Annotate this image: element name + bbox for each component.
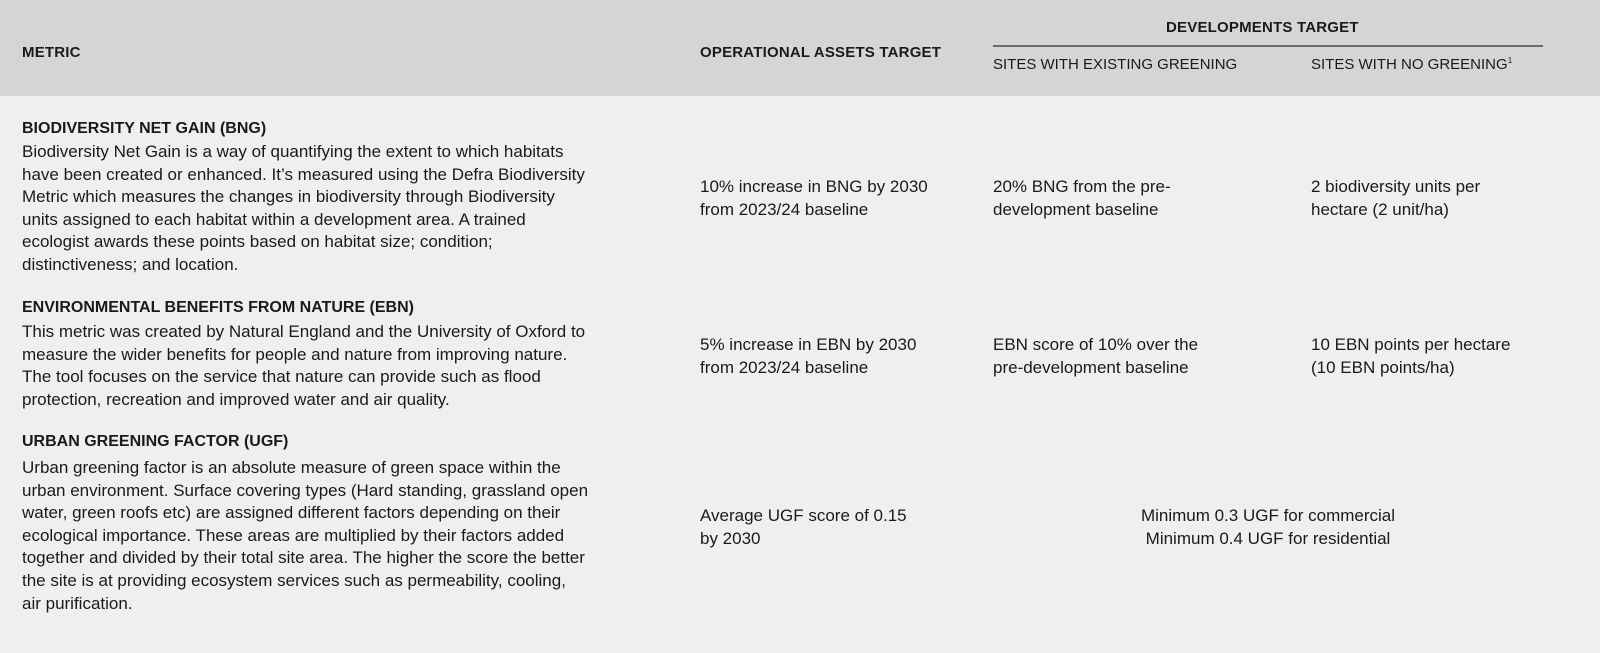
no-greening-target-bng: 2 biodiversity units per hectare (2 unit… (1311, 176, 1480, 221)
metric-title-ebn: ENVIRONMENTAL BENEFITS FROM NATURE (EBN) (22, 299, 414, 316)
description-line: Urban greening factor is an absolute mea… (22, 458, 561, 477)
value-line: 20% BNG from the pre- (993, 177, 1171, 196)
description-line: have been created or enhanced. It’s meas… (22, 164, 585, 184)
existing-greening-target-ebn: EBN score of 10% over the pre-developmen… (993, 334, 1198, 379)
value-line: 5% increase in EBN by 2030 (700, 335, 917, 354)
value-line: Minimum 0.4 UGF for residential (1145, 528, 1391, 548)
value-line: from 2023/24 baseline (700, 357, 869, 377)
value-line: Minimum 0.3 UGF for commercial (1140, 506, 1396, 525)
metric-title-bng: BIODIVERSITY NET GAIN (BNG) (22, 120, 267, 137)
description-line: together and divided by their total site… (22, 548, 585, 568)
description-line: urban environment. Surface covering type… (22, 480, 589, 500)
no-greening-label: SITES WITH NO GREENING (1311, 56, 1508, 73)
description-line: the site is at providing ecosystem servi… (22, 570, 566, 590)
column-header-metric: METRIC (22, 44, 81, 61)
description-line: distinctiveness; and location. (22, 254, 239, 274)
description-line: ecologist awards these points based on h… (22, 232, 493, 252)
table-header (0, 0, 1600, 96)
value-line: from 2023/24 baseline (700, 199, 869, 219)
metric-title-ugf: URBAN GREENING FACTOR (UGF) (22, 433, 289, 450)
description-line: air purification. (22, 593, 133, 613)
value-line: by 2030 (700, 528, 761, 548)
value-line: 2 biodiversity units per (1311, 177, 1481, 196)
description-line: protection, recreation and improved wate… (22, 389, 450, 409)
description-line: measure the wider benefits for people an… (22, 344, 568, 364)
value-line: (10 EBN points/ha) (1311, 357, 1455, 377)
footnote-marker: 1 (1507, 56, 1513, 65)
value-line: Average UGF score of 0.15 (700, 506, 907, 525)
existing-greening-target-bng: 20% BNG from the pre- development baseli… (993, 176, 1171, 221)
value-line: EBN score of 10% over the (993, 335, 1199, 354)
column-header-developments: DEVELOPMENTS TARGET (1166, 19, 1359, 36)
column-header-operational: OPERATIONAL ASSETS TARGET (700, 44, 942, 61)
operational-target-ebn: 5% increase in EBN by 2030 from 2023/24 … (700, 334, 916, 379)
description-line: The tool focuses on the service that nat… (22, 367, 541, 387)
column-header-no-greening: SITES WITH NO GREENING1 (1311, 56, 1512, 73)
description-line: Biodiversity Net Gain is a way of quanti… (22, 142, 564, 161)
operational-target-ugf: Average UGF score of 0.15 by 2030 (700, 505, 907, 550)
no-greening-target-ebn: 10 EBN points per hectare (10 EBN points… (1311, 334, 1510, 379)
description-line: units assigned to each habitat within a … (22, 209, 526, 229)
value-line: 10 EBN points per hectare (1311, 335, 1511, 354)
value-line: development baseline (993, 199, 1159, 219)
metric-description-bng: Biodiversity Net Gain is a way of quanti… (22, 141, 585, 277)
description-line: water, green roofs etc) are assigned dif… (22, 503, 561, 523)
operational-target-bng: 10% increase in BNG by 2030 from 2023/24… (700, 176, 928, 221)
value-line: hectare (2 unit/ha) (1311, 199, 1449, 219)
metric-description-ugf: Urban greening factor is an absolute mea… (22, 457, 588, 615)
description-line: ecological importance. These areas are m… (22, 525, 565, 545)
header-divider (993, 45, 1543, 47)
developments-target-ugf: Minimum 0.3 UGF for commercial Minimum 0… (993, 505, 1543, 550)
description-line: This metric was created by Natural Engla… (22, 322, 586, 341)
column-header-existing-greening: SITES WITH EXISTING GREENING (993, 56, 1238, 73)
description-line: Metric which measures the changes in bio… (22, 187, 555, 207)
value-line: pre-development baseline (993, 357, 1189, 377)
value-line: 10% increase in BNG by 2030 (700, 177, 928, 196)
metric-description-ebn: This metric was created by Natural Engla… (22, 321, 585, 411)
